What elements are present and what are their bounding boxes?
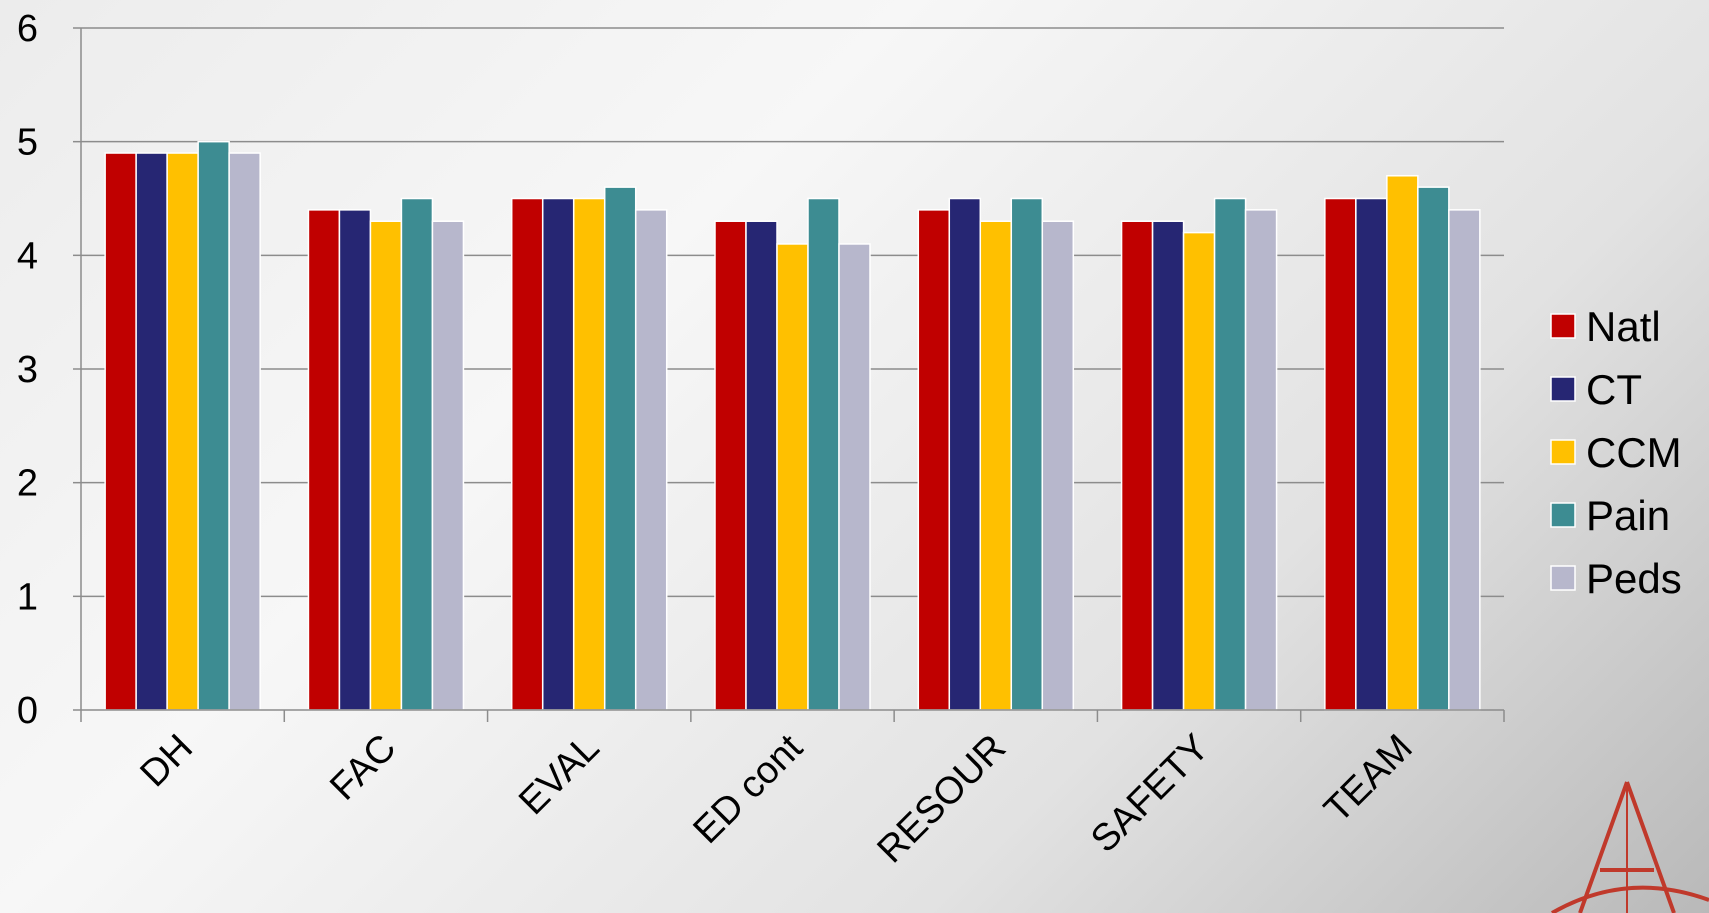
bar-natl-team [1324,197,1357,711]
bar-natl-fac [307,209,341,711]
bar-ccm-dh [166,152,199,711]
legend: Natl CT CCM Pain Peds [1550,303,1682,602]
legend-label-ccm: CCM [1586,429,1682,476]
legend-label-natl: Natl [1586,303,1661,350]
bar-ccm-safety [1182,231,1216,711]
x-tick-label: TEAM [1316,727,1420,831]
bars [104,140,1481,711]
legend-label-peds: Peds [1586,555,1682,602]
bar-natl-dh [104,152,137,711]
y-tick-label: 5 [17,122,38,164]
bar-ct-eval [541,197,575,711]
y-tick-label: 4 [17,235,38,277]
bar-ct-fac [338,209,372,711]
bar-peds-fac [431,220,465,711]
bar-natl-eval [510,197,544,711]
legend-swatch-peds [1550,565,1576,591]
bar-ct-team [1355,197,1388,711]
bar-pain-dh [197,140,230,711]
x-tick-labels: DH FAC EVAL ED cont RESOUR SAFETY TEAM [132,726,1420,871]
bar-pain-resour [1010,197,1044,711]
x-tick-label: FAC [322,727,404,809]
axes [80,28,1505,722]
x-tick-label: SAFETY [1083,727,1217,861]
x-tick-label: DH [132,727,201,796]
legend-label-pain: Pain [1586,492,1670,539]
bar-peds-eval [634,209,668,711]
y-tick-label: 3 [17,349,38,391]
bar-peds-safety [1244,209,1278,711]
y-tick-label: 1 [17,576,38,618]
x-tick-label: ED cont [686,726,812,852]
bar-ccm-eval [572,197,606,711]
bar-ccm-ed-cont [776,243,809,711]
y-tick-label: 6 [17,8,38,50]
bar-natl-safety [1120,220,1154,711]
bar-ccm-resour [979,220,1013,711]
y-tick-label: 2 [17,463,38,505]
bar-peds-resour [1041,220,1075,711]
y-tick-labels: 0 1 2 3 4 5 6 [17,8,38,732]
bar-pain-team [1417,186,1450,711]
y-tick-label: 0 [17,690,38,732]
legend-swatch-pain [1550,502,1576,528]
legend-swatch-natl [1550,313,1576,339]
bar-ct-ed-cont [745,220,778,711]
bar-ccm-fac [369,220,403,711]
x-tick-label: EVAL [511,727,607,823]
x-tick-label: RESOUR [869,727,1014,872]
legend-swatch-ct [1550,376,1576,402]
bar-natl-resour [917,209,951,711]
bar-ccm-team [1386,175,1419,711]
bar-pain-fac [400,197,434,711]
bar-pain-eval [603,186,637,711]
bar-ct-safety [1151,220,1185,711]
logo-mark [1551,781,1709,913]
bar-ct-dh [135,152,168,711]
bar-peds-team [1448,209,1481,711]
bar-peds-dh [228,152,261,711]
bar-natl-ed-cont [714,220,747,711]
legend-label-ct: CT [1586,366,1642,413]
bar-pain-ed-cont [807,197,840,711]
bar-ct-resour [948,197,982,711]
bar-peds-ed-cont [838,243,871,711]
bar-pain-safety [1213,197,1247,711]
legend-swatch-ccm [1550,439,1576,465]
